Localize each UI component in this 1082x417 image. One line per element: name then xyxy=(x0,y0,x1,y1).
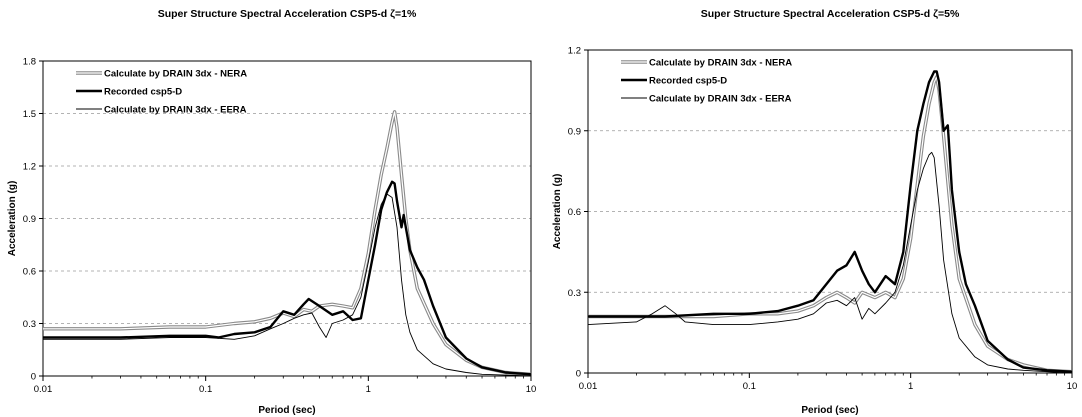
y-axis-label: Acceleration (g) xyxy=(552,174,563,250)
series-line-stroke xyxy=(588,70,1073,373)
y-axis-label: Acceleration (g) xyxy=(7,181,18,257)
y-tick-label: 1.2 xyxy=(568,46,581,57)
y-tick-label: 0.3 xyxy=(568,288,581,299)
legend-label: Calculate by DRAIN 3dx - NERA xyxy=(104,69,247,80)
x-tick-label: 10 xyxy=(526,384,537,395)
series-line-stroke xyxy=(43,110,532,376)
series-3-line xyxy=(587,151,1073,374)
series-2-line xyxy=(43,180,532,376)
x-tick-label: 0.1 xyxy=(743,381,756,392)
y-tick-label: 0.9 xyxy=(23,214,36,225)
x-axis-label: Period (sec) xyxy=(801,405,858,416)
plot-area-frame xyxy=(42,60,532,377)
series-1-line xyxy=(43,110,532,376)
legend-label: Calculate by DRAIN 3dx - NERA xyxy=(649,58,792,69)
series-line-stroke xyxy=(588,76,1073,373)
x-tick-label: 0.1 xyxy=(199,384,212,395)
legend-label: Recorded csp5-D xyxy=(104,87,182,98)
legend-entry: Recorded csp5-D xyxy=(621,76,727,87)
chart-title: Super Structure Spectral Acceleration CS… xyxy=(158,8,417,20)
y-tick-label: 0.6 xyxy=(23,267,36,278)
legend-label: Recorded csp5-D xyxy=(649,76,727,87)
legend-entry: Recorded csp5-D xyxy=(76,87,182,98)
x-tick-label: 10 xyxy=(1067,381,1078,392)
series-1-line xyxy=(588,75,1073,374)
series-line-stroke xyxy=(43,193,532,377)
y-tick-label: 0 xyxy=(31,372,36,383)
y-tick-label: 1.5 xyxy=(23,109,36,120)
y-tick-label: 1.2 xyxy=(23,162,36,173)
series-line-stroke xyxy=(43,180,532,376)
y-tick-label: 0 xyxy=(576,369,581,380)
series-line-stroke xyxy=(43,111,532,375)
y-tick-label: 1.8 xyxy=(23,57,36,68)
x-tick-label: 1 xyxy=(366,384,371,395)
legend-entry: Calculate by DRAIN 3dx - EERA xyxy=(621,94,792,105)
series-line-stroke xyxy=(587,151,1073,374)
chart-title: Super Structure Spectral Acceleration CS… xyxy=(701,8,960,20)
x-tick-label: 0.01 xyxy=(579,381,598,392)
legend-label: Calculate by DRAIN 3dx - EERA xyxy=(104,105,247,116)
legend-label: Calculate by DRAIN 3dx - EERA xyxy=(649,94,792,105)
series-line-stroke xyxy=(588,75,1073,374)
legend-entry: Calculate by DRAIN 3dx - NERA xyxy=(76,69,247,80)
y-tick-label: 0.9 xyxy=(568,126,581,137)
legend-entry: Calculate by DRAIN 3dx - NERA xyxy=(621,58,792,69)
x-tick-label: 0.01 xyxy=(34,384,53,395)
chart-1: Super Structure Spectral Acceleration CS… xyxy=(7,8,536,416)
x-tick-label: 1 xyxy=(908,381,913,392)
y-tick-label: 0.6 xyxy=(568,207,581,218)
legend-entry: Calculate by DRAIN 3dx - EERA xyxy=(76,105,247,116)
y-tick-label: 0.3 xyxy=(23,319,36,330)
chart-2: Super Structure Spectral Acceleration CS… xyxy=(552,8,1077,416)
series-2-line xyxy=(588,70,1073,373)
series-3-line xyxy=(43,193,532,377)
x-axis-label: Period (sec) xyxy=(258,405,315,416)
plot-area-frame xyxy=(587,49,1073,374)
